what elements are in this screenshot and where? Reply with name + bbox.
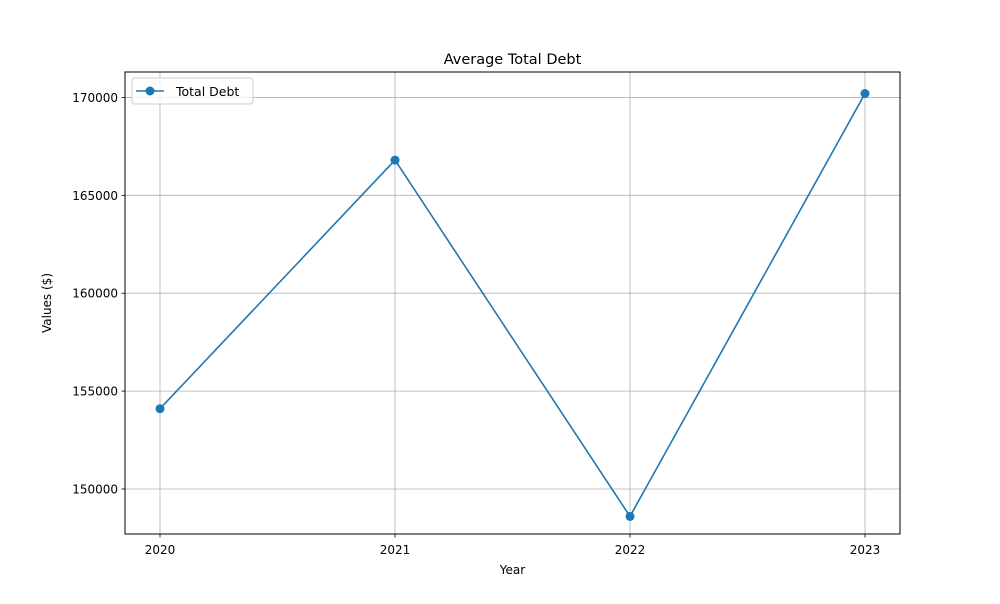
legend-marker-total-debt [145, 86, 155, 96]
data-point [860, 89, 870, 99]
data-point [155, 404, 165, 414]
y-tick-label: 150000 [72, 482, 118, 496]
y-tick-label: 160000 [72, 287, 118, 301]
y-tick-label: 170000 [72, 91, 118, 105]
x-tick-label: 2020 [145, 543, 176, 557]
y-tick-label: 165000 [72, 189, 118, 203]
series-line-total-debt [159, 93, 866, 518]
chart-title: Average Total Debt [444, 52, 582, 68]
x-ticks: 2020 2021 2022 2023 [145, 534, 881, 557]
y-tick-label: 155000 [72, 385, 118, 399]
x-axis-label: Year [499, 563, 525, 577]
x-tick-label: 2022 [615, 543, 646, 557]
grid-lines [125, 72, 900, 534]
y-ticks: 150000 155000 160000 165000 170000 [72, 91, 125, 496]
series-layer [155, 89, 870, 521]
data-point [390, 155, 400, 165]
x-tick-label: 2023 [850, 543, 881, 557]
x-tick-label: 2021 [380, 543, 411, 557]
legend: Total Debt [131, 77, 254, 105]
y-axis-label: Values ($) [40, 273, 54, 333]
legend-label-total-debt: Total Debt [175, 84, 239, 99]
data-point [625, 511, 635, 521]
legend-box [131, 77, 254, 105]
plot-frame [124, 71, 901, 535]
